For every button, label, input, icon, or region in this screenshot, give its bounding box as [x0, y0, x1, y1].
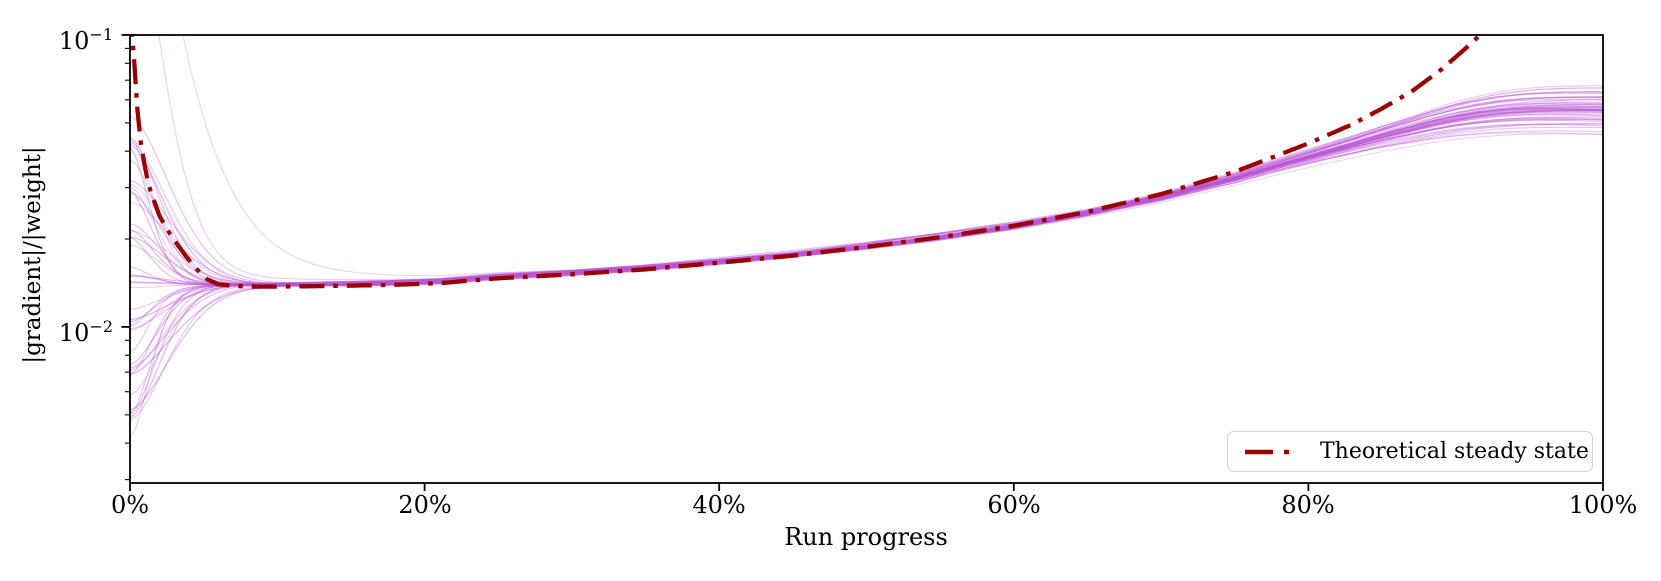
training-run-curve-20	[130, 106, 1603, 287]
training-run-curve-34	[130, 113, 1603, 286]
training-run-curve-27	[130, 92, 1603, 285]
training-run-curve-9	[130, 98, 1603, 369]
legend: Theoretical steady state	[1227, 431, 1593, 472]
x-tick-label: 60%	[987, 491, 1041, 519]
training-run-curve-10	[130, 110, 1603, 375]
x-tick-label: 0%	[110, 491, 150, 519]
training-run-curve-25	[130, 103, 1603, 287]
training-run-curve-30	[130, 101, 1603, 287]
training-run-curve-39	[130, 108, 1603, 286]
training-run-curve-8	[130, 117, 1603, 366]
x-tick-label: 100%	[1568, 491, 1638, 519]
training-run-curve-26	[130, 114, 1603, 285]
plot-border	[129, 34, 1604, 484]
training-run-curve-37	[130, 123, 1603, 285]
training-run-curve-42	[130, 119, 1603, 286]
training-run-curve-22	[130, 96, 1603, 284]
training-run-curve-43	[130, 98, 1603, 284]
training-run-curve-4	[130, 105, 1603, 421]
training-run-curve-5	[130, 112, 1603, 415]
training-run-curve-28	[130, 105, 1603, 287]
training-run-curve-38	[130, 103, 1603, 287]
x-tick-label: 20%	[398, 491, 452, 519]
training-run-curve-40	[130, 87, 1603, 284]
training-run-curve-23	[130, 108, 1603, 287]
x-tick-label: 40%	[692, 491, 746, 519]
y-tick-label-1e-2: 10−2	[58, 317, 113, 347]
training-run-curve-1	[130, 95, 1603, 419]
training-run-curve-19	[130, 85, 1603, 289]
training-run-curve-7	[130, 107, 1603, 375]
training-run-curve-18	[130, 109, 1603, 311]
training-run-curve-45	[158, 35, 1603, 281]
x-tick-label: 80%	[1281, 491, 1335, 519]
training-run-curve-0	[130, 116, 1603, 439]
curves-group	[130, 35, 1603, 439]
training-run-curve-36	[130, 109, 1603, 285]
training-run-curve-3	[130, 123, 1603, 416]
training-run-curve-17	[130, 102, 1603, 327]
training-run-curve-35	[130, 96, 1603, 285]
training-run-curve-24	[130, 126, 1603, 286]
training-run-curve-2	[130, 108, 1603, 411]
training-run-curve-16	[130, 123, 1603, 330]
training-run-curve-29	[130, 118, 1603, 285]
training-run-curve-6	[130, 90, 1603, 396]
x-axis-label: Run progress	[784, 523, 948, 551]
training-run-curve-41	[130, 108, 1603, 286]
training-run-curve-33	[130, 103, 1603, 286]
training-run-curve-44	[182, 35, 1603, 277]
training-run-curve-13	[130, 111, 1603, 332]
y-tick-label-1e-1: 10−1	[58, 25, 113, 55]
training-run-curve-31	[130, 111, 1603, 286]
training-run-curve-21	[130, 118, 1603, 286]
legend-line-sample	[1245, 449, 1297, 454]
training-run-curve-11	[130, 130, 1603, 372]
training-run-curve-14	[130, 91, 1603, 321]
training-run-curve-12	[130, 107, 1603, 353]
training-run-curve-15	[130, 110, 1603, 323]
y-axis-label: |gradient|/|weight|	[20, 146, 46, 364]
training-run-curve-32	[130, 132, 1603, 286]
legend-label: Theoretical steady state	[1320, 439, 1589, 464]
